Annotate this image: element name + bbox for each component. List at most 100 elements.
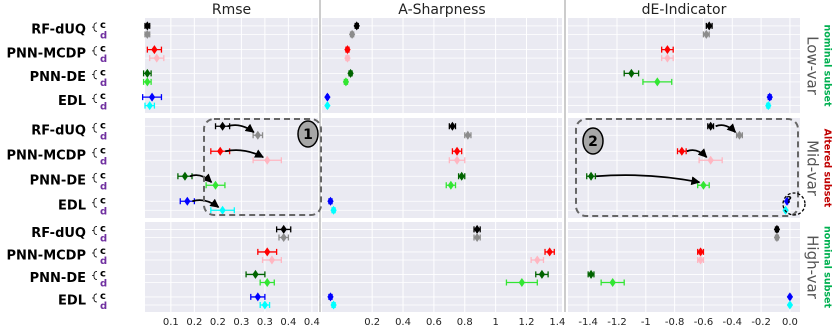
point	[146, 101, 153, 111]
brace	[92, 46, 98, 56]
panel	[322, 118, 562, 218]
column-title: Rmse	[212, 2, 251, 18]
method-label: PNN-DE	[30, 70, 86, 85]
variant-label: c	[100, 91, 106, 102]
panel	[322, 222, 562, 312]
point	[219, 121, 226, 131]
variant-label: c	[100, 291, 106, 302]
method-label: PNN-MCDP	[7, 148, 86, 163]
x-tick-label: -1.2	[607, 317, 627, 328]
point	[453, 146, 461, 156]
brace	[92, 93, 98, 104]
row-label: Mid-var	[804, 140, 822, 197]
point	[264, 155, 271, 165]
method-label: PNN-DE	[30, 271, 86, 286]
variant-label: d	[100, 181, 107, 192]
row-label: Low-var	[804, 36, 822, 96]
point	[217, 146, 224, 156]
x-tick-label: -1	[641, 317, 651, 328]
variant-label: d	[100, 206, 107, 217]
annotation-box	[575, 118, 799, 217]
point	[628, 68, 635, 78]
annotation-box	[203, 118, 322, 216]
point	[773, 224, 781, 234]
callout-label: 2	[588, 134, 598, 150]
point	[148, 92, 156, 102]
arrow	[192, 198, 220, 208]
point	[707, 121, 714, 131]
variant-label: d	[100, 156, 107, 167]
point	[252, 269, 259, 279]
variant-label: c	[100, 145, 106, 156]
point	[144, 29, 151, 39]
point	[473, 224, 481, 234]
point	[144, 77, 151, 87]
point	[280, 233, 287, 243]
brace	[92, 293, 98, 303]
brace	[92, 226, 98, 235]
row-label: High-var	[804, 235, 822, 300]
point	[473, 233, 481, 243]
point	[654, 77, 661, 87]
point	[348, 29, 356, 39]
callout-circle	[782, 192, 806, 216]
arrow	[715, 123, 737, 133]
point	[324, 92, 331, 102]
variant-label: c	[100, 195, 106, 206]
x-tick-label: 0.2	[210, 317, 226, 328]
x-tick-label: 0.6	[426, 317, 442, 328]
point	[678, 146, 685, 156]
point	[518, 278, 526, 288]
point	[703, 29, 710, 39]
arrow	[225, 149, 265, 159]
brace	[92, 271, 98, 280]
variant-label: d	[100, 30, 107, 41]
panel	[568, 118, 800, 218]
point	[587, 269, 595, 279]
point	[453, 155, 461, 165]
variant-label: c	[100, 170, 106, 181]
method-label: PNN-DE	[30, 173, 86, 188]
arrow	[189, 173, 213, 183]
x-tick-label: 0.4	[280, 317, 296, 328]
variant-label: d	[100, 234, 107, 245]
point	[327, 292, 334, 302]
point	[153, 53, 160, 63]
brace	[92, 147, 98, 158]
point	[765, 101, 772, 111]
x-tick-label: -0.8	[665, 317, 685, 328]
point	[184, 196, 191, 206]
point	[697, 247, 704, 257]
variant-label: c	[100, 20, 106, 31]
point	[254, 292, 261, 302]
point	[342, 77, 350, 87]
point	[327, 196, 334, 206]
callout-circle	[582, 127, 604, 155]
callout-label: ?	[786, 195, 792, 206]
point	[707, 155, 714, 165]
point	[609, 278, 616, 288]
point	[151, 45, 158, 55]
x-tick-label: 0.3	[233, 317, 249, 328]
point	[697, 255, 704, 265]
point	[534, 255, 541, 265]
method-label: EDL	[58, 198, 86, 213]
point	[736, 130, 743, 140]
x-tick-label: 0.0	[782, 317, 798, 328]
point	[264, 247, 271, 257]
point	[773, 233, 781, 243]
x-tick-label: 0.2	[186, 317, 202, 328]
arrow	[227, 123, 255, 133]
point	[254, 130, 261, 140]
panel	[568, 222, 800, 312]
point	[219, 205, 226, 215]
row-subset: nominal subset	[822, 226, 833, 308]
panel	[322, 18, 562, 113]
point	[458, 171, 465, 181]
variant-label: c	[100, 44, 106, 55]
point	[264, 278, 271, 288]
brace	[92, 197, 98, 208]
column-title: dE-Indicator	[642, 2, 727, 18]
method-label: RF-dUQ	[31, 123, 86, 138]
